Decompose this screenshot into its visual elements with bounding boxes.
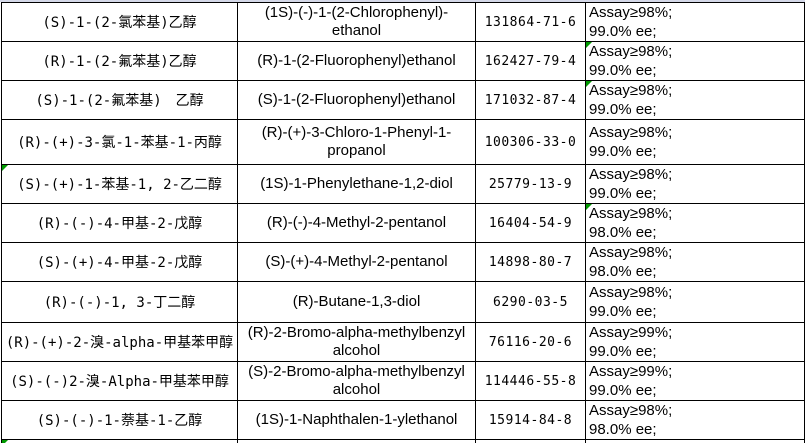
error-indicator-icon — [586, 204, 592, 210]
cell-cas-number[interactable]: 6290-03-5 — [475, 281, 586, 323]
cell-assay-spec[interactable] — [585, 439, 805, 443]
cell-chinese-name[interactable]: (S)-1-(2-氯苯基)乙醇 — [1, 2, 238, 42]
cell-cas-number[interactable]: 25779-13-9 — [475, 164, 586, 204]
table-row: (S)-(+)-1-苯基-1, 2-乙二醇 (1S)-1-Phenylethane… — [1, 164, 805, 204]
cell-assay-spec[interactable]: Assay≥98%; 98.0% ee; — [585, 242, 805, 282]
cell-cas-number[interactable]: 171032-87-4 — [475, 80, 586, 120]
table-row: (S)-1-(2-氯苯基)乙醇 (1S)-(-)-1-(2-Chloropheny… — [1, 2, 805, 42]
cell-chinese-name[interactable]: (S)-(-)2-溴-Alpha-甲基苯甲醇 — [1, 361, 238, 401]
cell-assay-spec[interactable]: Assay≥98%; 98.0% ee; — [585, 400, 805, 440]
table-row: (R)-(-)-4-甲基-2-戊醇 (R)-(-)-4-Methyl-2-pent… — [1, 203, 805, 243]
table-row-partial — [1, 439, 805, 443]
cell-english-name[interactable]: (R)-(+)-3-Chloro-1-Phenyl-1- propanol — [237, 119, 476, 165]
table-row: (S)-(-)-1-萘基-1-乙醇 (1S)-1-Naphthalen-1-yle… — [1, 400, 805, 440]
error-indicator-icon — [586, 81, 592, 87]
cell-assay-spec[interactable]: Assay≥98%; 99.0% ee; — [585, 119, 805, 165]
cell-chinese-name[interactable]: (R)-(-)-4-甲基-2-戊醇 — [1, 203, 238, 243]
cell-chinese-name[interactable]: (R)-1-(2-氟苯基)乙醇 — [1, 41, 238, 81]
cell-english-name[interactable]: (R)-1-(2-Fluorophenyl)ethanol — [237, 41, 476, 81]
cell-english-name[interactable]: (R)-2-Bromo-alpha-methylbenzyl alcohol — [237, 322, 476, 362]
cell-chinese-name[interactable]: (S)-(+)-1-苯基-1, 2-乙二醇 — [1, 164, 238, 204]
cell-cas-number[interactable]: 76116-20-6 — [475, 322, 586, 362]
cell-assay-spec[interactable]: Assay≥98%; 98.0% ee; — [585, 203, 805, 243]
cell-english-name[interactable]: (R)-(-)-4-Methyl-2-pentanol — [237, 203, 476, 243]
error-indicator-icon — [2, 165, 8, 171]
cell-assay-spec[interactable]: Assay≥99%; 99.0% ee; — [585, 361, 805, 401]
cell-chinese-name[interactable]: (R)-(+)-2-溴-alpha-甲基苯甲醇 — [1, 322, 238, 362]
cell-assay-spec[interactable]: Assay≥98%; 99.0% ee; — [585, 2, 805, 42]
top-edge-strip — [0, 0, 805, 2]
table-row: (R)-(+)-2-溴-alpha-甲基苯甲醇 (R)-2-Bromo-alpha… — [1, 322, 805, 362]
table-row: (S)-1-(2-氟苯基) 乙醇 (S)-1-(2-Fluorophenyl)et… — [1, 80, 805, 120]
cell-chinese-name[interactable]: (S)-(+)-4-甲基-2-戊醇 — [1, 242, 238, 282]
cell-chinese-name[interactable]: (S)-(-)-1-萘基-1-乙醇 — [1, 400, 238, 440]
cell-chinese-name[interactable]: (S)-1-(2-氟苯基) 乙醇 — [1, 80, 238, 120]
cell-cas-number[interactable]: 16404-54-9 — [475, 203, 586, 243]
cell-cas-number[interactable] — [475, 439, 586, 443]
cell-cas-number[interactable]: 14898-80-7 — [475, 242, 586, 282]
cell-cas-number[interactable]: 100306-33-0 — [475, 119, 586, 165]
cell-cas-number[interactable]: 162427-79-4 — [475, 41, 586, 81]
cell-assay-spec[interactable]: Assay≥99%; 99.0% ee; — [585, 322, 805, 362]
cell-english-name[interactable]: (S)-1-(2-Fluorophenyl)ethanol — [237, 80, 476, 120]
table-row: (S)-(+)-4-甲基-2-戊醇 (S)-(+)-4-Methyl-2-pent… — [1, 242, 805, 282]
cell-cas-number[interactable]: 15914-84-8 — [475, 400, 586, 440]
cell-chinese-name[interactable]: (R)-(+)-3-氯-1-苯基-1-丙醇 — [1, 119, 238, 165]
table-row: (R)-(-)-1, 3-丁二醇 (R)-Butane-1,3-diol 6290-… — [1, 281, 805, 323]
cell-chinese-name[interactable] — [1, 439, 238, 443]
cell-english-name[interactable]: (S)-(+)-4-Methyl-2-pentanol — [237, 242, 476, 282]
cell-english-name[interactable]: (R)-Butane-1,3-diol — [237, 281, 476, 323]
table-row: (S)-(-)2-溴-Alpha-甲基苯甲醇 (S)-2-Bromo-alpha-… — [1, 361, 805, 401]
cell-english-name[interactable]: (S)-2-Bromo-alpha-methylbenzyl alcohol — [237, 361, 476, 401]
cell-assay-spec[interactable]: Assay≥98%; 99.0% ee; — [585, 281, 805, 323]
cell-english-name[interactable]: (1S)-1-Phenylethane-1,2-diol — [237, 164, 476, 204]
table-row: (R)-(+)-3-氯-1-苯基-1-丙醇 (R)-(+)-3-Chloro-1-… — [1, 119, 805, 165]
cell-assay-spec[interactable]: Assay≥98%; 99.0% ee; — [585, 164, 805, 204]
error-indicator-icon — [586, 42, 592, 48]
cell-english-name[interactable]: (1S)-1-Naphthalen-1-ylethanol — [237, 400, 476, 440]
cell-english-name[interactable]: (1S)-(-)-1-(2-Chlorophenyl)- ethanol — [237, 2, 476, 42]
cell-assay-spec[interactable]: Assay≥98%; 99.0% ee; — [585, 41, 805, 81]
cell-chinese-name[interactable]: (R)-(-)-1, 3-丁二醇 — [1, 281, 238, 323]
cell-cas-number[interactable]: 131864-71-6 — [475, 2, 586, 42]
cell-english-name[interactable] — [237, 439, 476, 443]
cell-assay-spec[interactable]: Assay≥98%; 99.0% ee; — [585, 80, 805, 120]
table-row: (R)-1-(2-氟苯基)乙醇 (R)-1-(2-Fluorophenyl)eth… — [1, 41, 805, 81]
cell-cas-number[interactable]: 114446-55-8 — [475, 361, 586, 401]
